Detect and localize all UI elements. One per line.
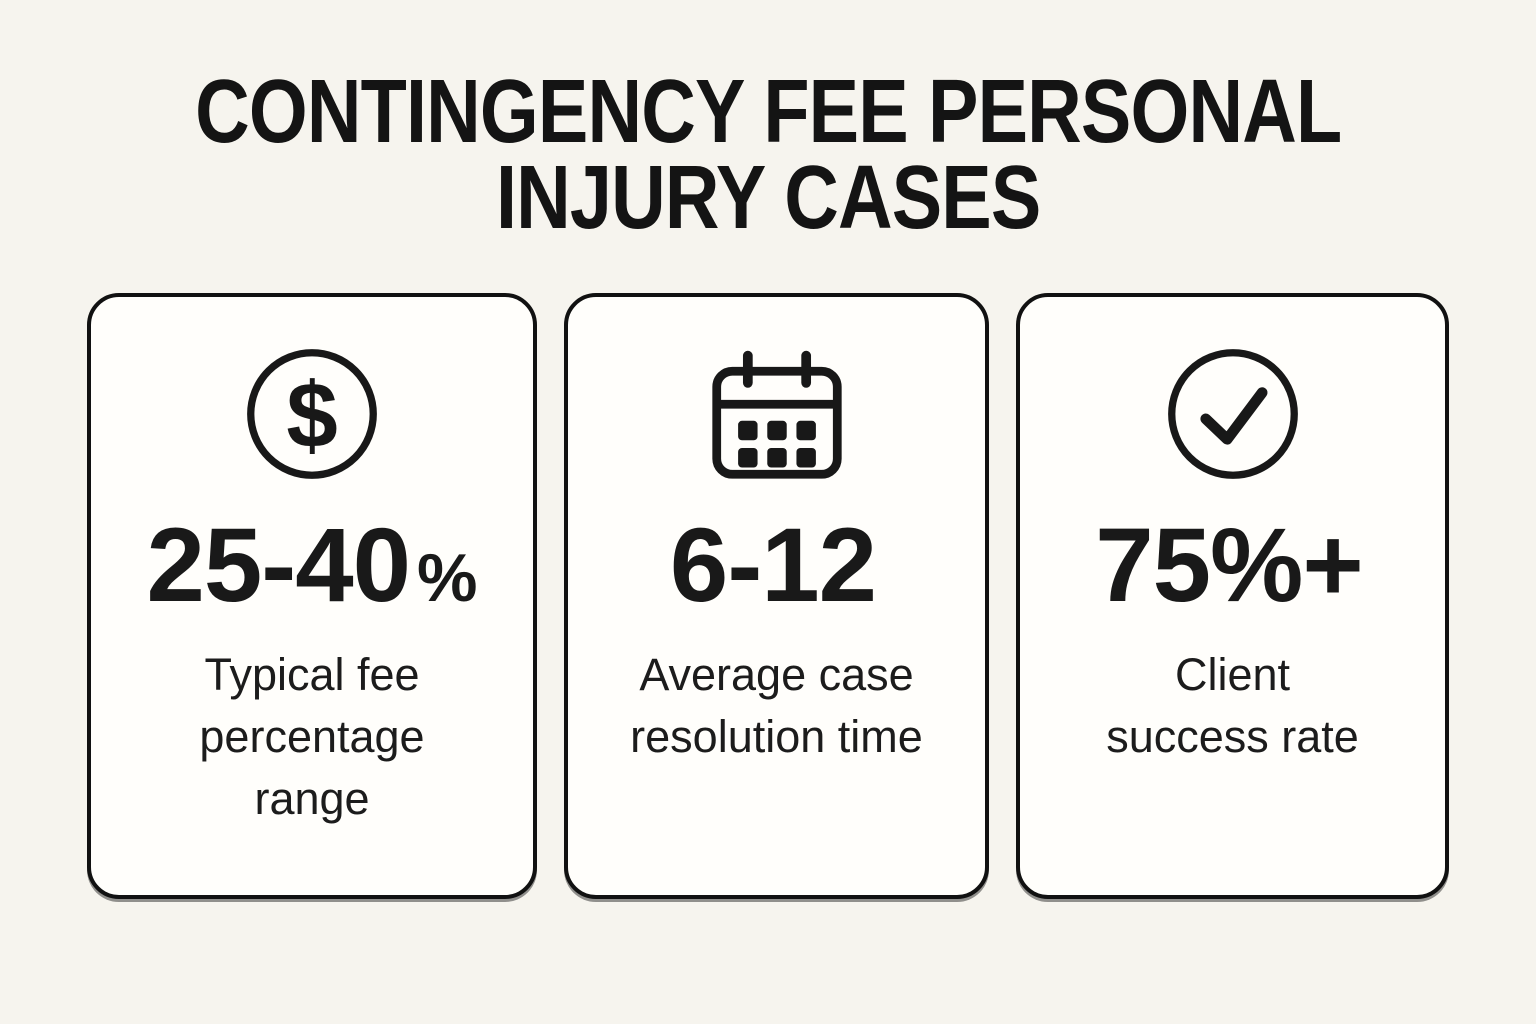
stat-label-line: Average case bbox=[639, 649, 914, 700]
stat-label-line: resolution time bbox=[630, 711, 923, 763]
stat-card-resolution-time: 6-12 Average case resolution time bbox=[564, 293, 989, 899]
stat-value-unit: % bbox=[417, 540, 478, 616]
check-circle-icon bbox=[1163, 343, 1303, 485]
dollar-circle-icon: $ bbox=[242, 343, 382, 485]
stat-value-number: 25-40 bbox=[146, 507, 411, 624]
stat-value-success-rate: 75%+ bbox=[1095, 513, 1369, 618]
stat-label-line: Typical fee bbox=[204, 649, 420, 700]
stat-label-resolution-time: Average case resolution time bbox=[630, 644, 923, 768]
stat-label-line: Client bbox=[1174, 649, 1291, 700]
stat-label-success-rate: Client success rate bbox=[1106, 644, 1359, 768]
svg-text:$: $ bbox=[286, 363, 337, 467]
stat-label-line: success rate bbox=[1106, 711, 1359, 763]
calendar-icon bbox=[707, 343, 847, 485]
stat-label-fee-percentage: Typical fee percentage range bbox=[199, 644, 424, 830]
page-title: CONTINGENCY FEE PERSONAL INJURY CASES bbox=[86, 62, 1451, 248]
stat-value-number: 6-12 bbox=[669, 507, 877, 624]
stat-card-success-rate: 75%+ Client success rate bbox=[1016, 293, 1449, 899]
stat-card-fee-percentage: $ 25-40% Typical fee percentage range bbox=[87, 293, 537, 899]
stat-cards-row: $ 25-40% Typical fee percentage range bbox=[87, 293, 1449, 899]
stat-value-fee-percentage: 25-40% bbox=[146, 513, 477, 618]
stat-value-resolution-time: 6-12 bbox=[670, 513, 883, 618]
stat-label-line: range bbox=[254, 773, 370, 825]
page-title-line-2: INJURY CASES bbox=[495, 147, 1041, 248]
page-title-line-1: CONTINGENCY FEE PERSONAL bbox=[194, 62, 1342, 162]
stat-value-number: 75%+ bbox=[1095, 507, 1363, 624]
stat-label-line: percentage bbox=[199, 711, 425, 763]
